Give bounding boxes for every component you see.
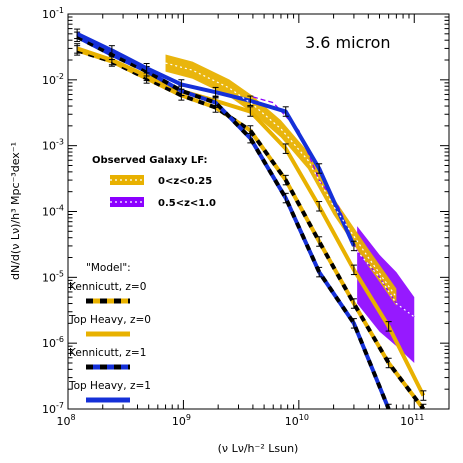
legend-label-model-1: Top Heavy, z=0 [68, 314, 151, 326]
legend-label-observed-0: 0<z<0.25 [158, 176, 212, 187]
y-tick-label: 10-2 [42, 72, 64, 87]
data-layer [74, 28, 427, 409]
legend-layer: Observed Galaxy LF: 0<z<0.25 0.5<z<1.0 "Mod… [68, 155, 216, 403]
ticks-layer [67, 13, 450, 410]
legend-label-model-0: Kennicutt, z=0 [69, 281, 146, 293]
x-tick-label: 1010 [285, 413, 309, 428]
legend-label-model-2: Kennicutt, z=1 [69, 347, 146, 359]
legend-label-observed-1: 0.5<z<1.0 [158, 198, 216, 209]
x-tick-label: 108 [56, 413, 75, 428]
model-line-dashes-2 [76, 35, 391, 409]
y-axis-title: dN/d(ν Lν)/h³ Mpc⁻³dex⁻¹ [9, 142, 22, 280]
legend-model-title: "Model": [86, 262, 131, 274]
x-tick-label: 1011 [400, 413, 424, 428]
y-tick-label: 10-1 [42, 6, 64, 21]
y-tick-label: 10-5 [42, 269, 64, 284]
y-tick-label: 10-3 [42, 138, 64, 153]
observed-line-high-z-inner [356, 250, 415, 318]
y-tick-label: 10-7 [42, 401, 64, 416]
labels-layer: 108 109 1010 1011 10-7 10-6 10-5 10-4 10-3 10-2 10… [42, 6, 424, 428]
band-label: 3.6 micron [305, 33, 391, 52]
legend-label-model-3: Top Heavy, z=1 [68, 380, 151, 392]
x-tick-label: 109 [172, 413, 191, 428]
x-axis-title: (ν Lν/h⁻² Lsun) [218, 442, 299, 455]
y-tick-label: 10-6 [42, 335, 64, 350]
legend-observed-title: Observed Galaxy LF: [92, 155, 208, 166]
y-tick-label: 10-4 [42, 204, 64, 219]
model-line-dashes-0 [76, 48, 425, 409]
observed-line-low-z [165, 62, 397, 298]
